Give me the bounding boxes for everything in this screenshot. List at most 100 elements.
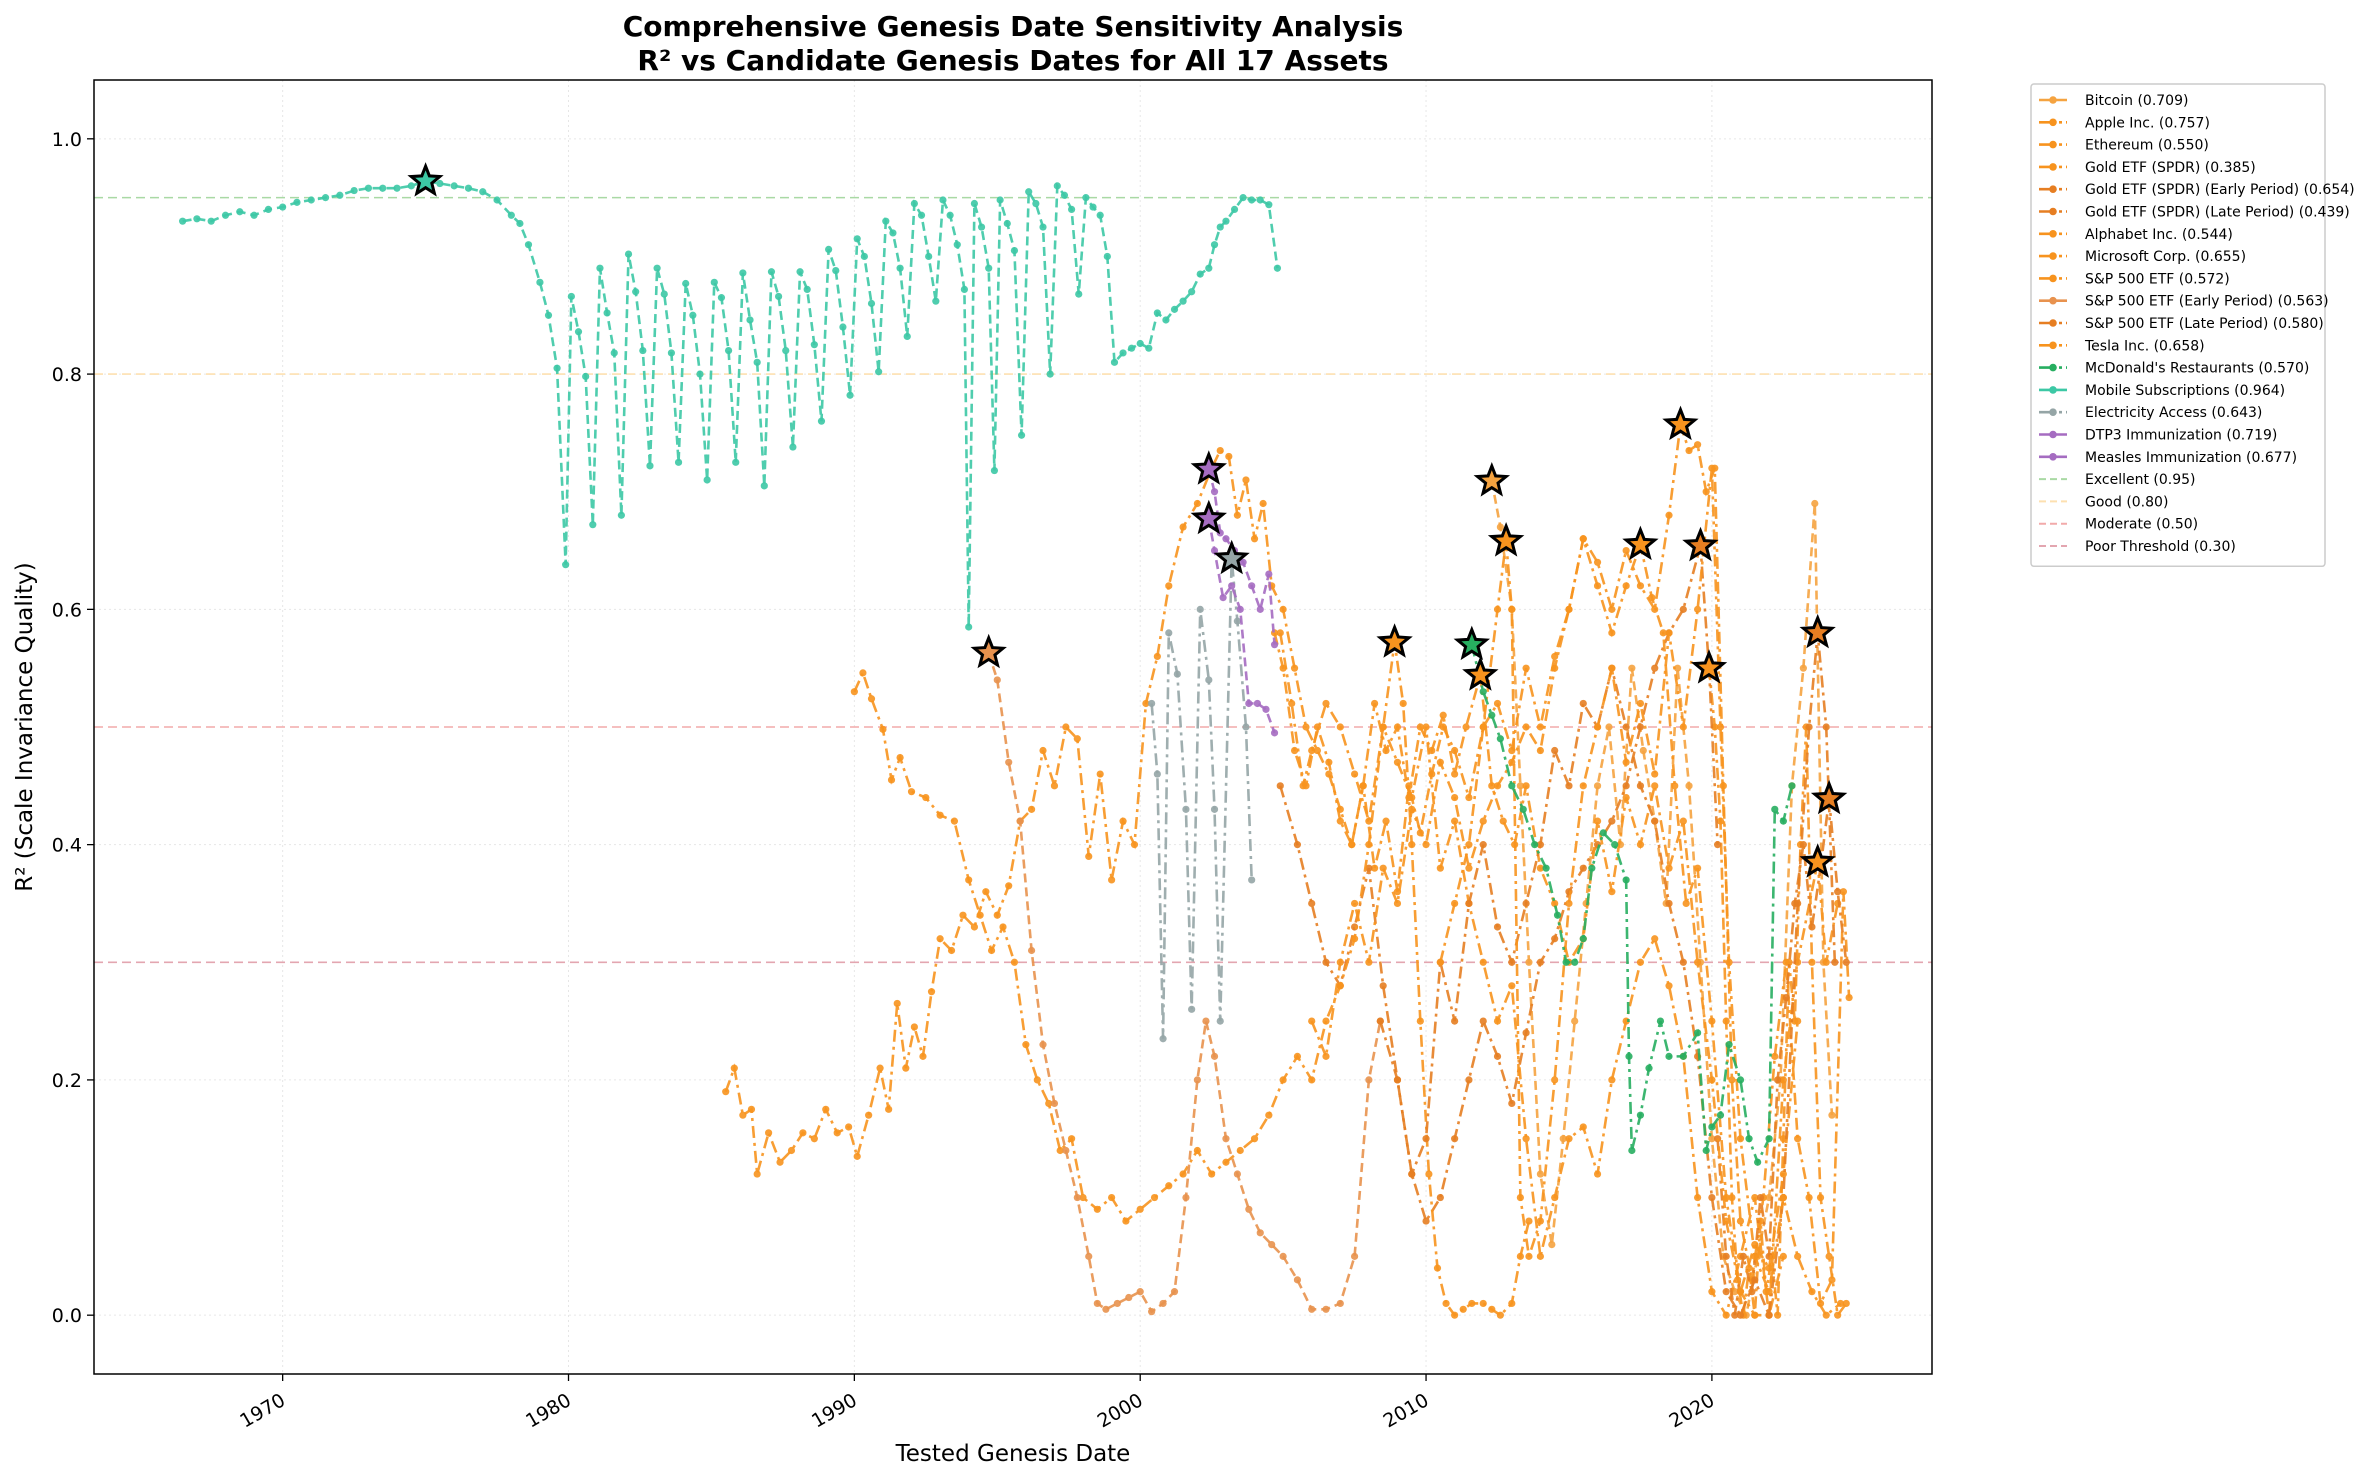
legend-label: Excellent (0.95) <box>2085 472 2196 488</box>
best-genesis-star-marker <box>1810 779 1848 815</box>
data-point <box>1665 1052 1673 1060</box>
data-point <box>1665 864 1673 872</box>
data-point <box>1053 182 1061 190</box>
data-point <box>917 211 926 219</box>
data-point <box>1551 1193 1559 1202</box>
data-point <box>1779 1170 1787 1178</box>
legend-label: Microsoft Corp. (0.655) <box>2085 249 2246 265</box>
data-point <box>1593 1170 1602 1178</box>
data-point <box>810 1135 818 1143</box>
data-point <box>1017 431 1026 439</box>
data-point <box>1270 729 1279 737</box>
data-point <box>796 268 804 276</box>
best-genesis-star-marker <box>1622 525 1659 561</box>
data-point <box>1148 1308 1156 1316</box>
best-genesis-star-marker <box>1213 539 1250 575</box>
data-point <box>1608 888 1616 896</box>
data-point <box>1765 1288 1773 1296</box>
data-point <box>902 1064 910 1072</box>
data-point <box>1210 546 1219 555</box>
data-point <box>1270 641 1279 649</box>
data-point <box>1516 782 1524 790</box>
data-point <box>1162 316 1170 324</box>
data-point <box>1551 899 1559 908</box>
data-point <box>1493 605 1502 613</box>
data-point <box>1765 1264 1773 1272</box>
series-line <box>853 642 1531 1317</box>
legend-marker <box>2049 453 2057 461</box>
data-point <box>1765 1311 1773 1319</box>
data-point <box>1625 1052 1633 1060</box>
data-point <box>1593 558 1602 566</box>
data-point <box>965 623 973 631</box>
best-genesis-star-marker <box>407 162 444 197</box>
data-point <box>1322 1052 1330 1060</box>
data-point <box>1290 664 1299 672</box>
data-point <box>1039 223 1047 231</box>
data-point <box>1671 782 1679 790</box>
legend-marker <box>2049 252 2057 260</box>
data-point <box>1499 817 1507 825</box>
data-point <box>1622 876 1630 884</box>
data-point <box>1265 1111 1273 1119</box>
data-point <box>1056 1146 1064 1155</box>
data-point <box>1268 1241 1276 1249</box>
data-point <box>1302 782 1310 790</box>
data-point <box>1828 1111 1836 1119</box>
series <box>850 638 1533 1319</box>
data-point <box>1370 864 1379 872</box>
data-point <box>1608 629 1616 637</box>
series-line <box>182 179 1279 628</box>
data-point <box>1082 194 1090 202</box>
data-point <box>1679 1052 1687 1060</box>
data-point <box>1651 935 1659 943</box>
data-point <box>1516 1193 1524 1202</box>
data-point <box>959 911 967 919</box>
data-point <box>1479 841 1487 849</box>
data-point <box>936 935 944 943</box>
data-point <box>1422 841 1430 849</box>
best-genesis-star-marker <box>1799 843 1836 878</box>
data-point <box>1273 264 1282 272</box>
data-point <box>1039 746 1047 755</box>
data-point <box>1794 1017 1802 1025</box>
data-point <box>516 219 524 228</box>
data-point <box>1628 664 1636 672</box>
data-point <box>1350 899 1359 908</box>
data-point <box>1428 746 1436 755</box>
data-point <box>1496 1311 1504 1319</box>
data-point <box>1536 1252 1544 1260</box>
data-point <box>1365 864 1373 872</box>
data-point <box>1679 605 1687 613</box>
legend-label: S&P 500 ETF (Late Period) (0.580) <box>2085 316 2324 332</box>
data-point <box>436 179 444 188</box>
data-point <box>1636 723 1645 731</box>
x-axis: 1970 1980 1990 2000 2010 2020 <box>236 1374 1718 1433</box>
data-point <box>787 1146 796 1155</box>
data-point <box>946 211 954 219</box>
data-point <box>722 1088 730 1096</box>
data-point <box>822 1105 830 1113</box>
data-point <box>1639 746 1647 755</box>
data-point <box>1422 1217 1430 1225</box>
legend-label: Moderate (0.50) <box>2085 517 2198 533</box>
data-point <box>1425 1170 1433 1178</box>
data-point <box>1739 1252 1747 1260</box>
data-point <box>1165 629 1173 637</box>
y-tick-label: 1.0 <box>52 129 82 151</box>
data-point <box>1493 699 1502 708</box>
data-point <box>1193 1146 1201 1155</box>
data-point <box>1496 735 1504 743</box>
data-point <box>1468 1299 1476 1308</box>
data-point <box>364 184 373 192</box>
data-point <box>1508 1099 1516 1108</box>
data-point <box>1382 817 1390 825</box>
data-point <box>1322 1305 1330 1313</box>
data-point <box>1196 605 1204 613</box>
data-point <box>1651 782 1659 790</box>
data-point <box>1265 201 1273 209</box>
data-point <box>903 332 911 341</box>
data-point <box>639 346 647 355</box>
data-point <box>1465 864 1473 872</box>
data-point <box>1205 264 1213 272</box>
